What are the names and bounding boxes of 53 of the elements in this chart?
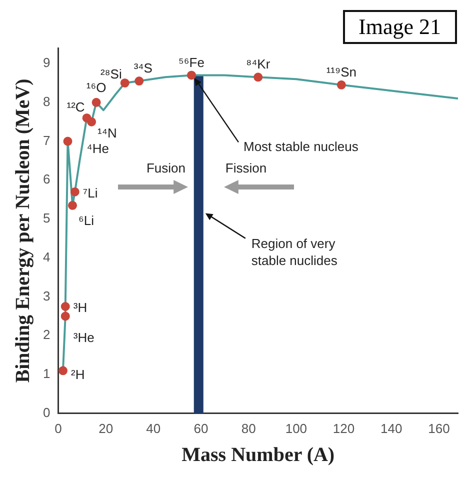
x-tick-label: 160: [428, 420, 450, 436]
point: [254, 72, 263, 82]
point: [186, 70, 196, 80]
y-tick-label: 7: [42, 132, 50, 148]
point: [92, 98, 101, 107]
annotation: ¹²C: [66, 100, 85, 115]
text: Image 21: [342, 10, 457, 44]
band-label: Region of very stable nuclides: [251, 236, 338, 268]
annotation: ⁵⁶Fe: [178, 54, 204, 70]
x-tick-label: 60: [194, 420, 208, 436]
x-tick-label: 120: [332, 420, 355, 436]
annotation: Fission: [225, 160, 267, 176]
x-tick-label: 20: [98, 420, 114, 436]
annotation: ³He: [73, 330, 94, 345]
annotation: ³H: [73, 300, 88, 316]
point: [63, 136, 72, 146]
point: [87, 117, 96, 126]
y-tick-label: 3: [42, 288, 50, 304]
x-axis-title: Mass Number (A): [182, 444, 335, 466]
point: [120, 78, 130, 88]
y-tick-label: 5: [42, 210, 50, 226]
y-tick-label: 9: [42, 55, 50, 70]
annotation: ⁴He: [86, 140, 109, 156]
point: [336, 80, 346, 90]
x-tick-label: 0: [54, 420, 62, 436]
point: [60, 302, 70, 311]
annotation: ⁷Li: [82, 185, 98, 200]
y-tick-label: 8: [42, 94, 50, 109]
annotation: ¹⁴N: [98, 125, 117, 140]
annotation: ¹¹⁹Sn: [326, 64, 356, 80]
annotation: ²H: [70, 367, 85, 382]
annotation: ⁶Li: [78, 213, 94, 228]
y-tick-label: 2: [42, 327, 50, 342]
y-tick-label: 4: [42, 249, 50, 264]
x-tick-label: 100: [285, 420, 308, 436]
x-tick-label: 140: [380, 420, 402, 436]
y-tick-label: 0: [42, 404, 50, 420]
x-tick-label: 40: [146, 420, 161, 436]
annotation: ³⁴S: [134, 60, 153, 76]
y-tick-label: 1: [42, 366, 50, 382]
y-tick-label: 6: [42, 172, 50, 187]
point: [58, 366, 68, 376]
point: [68, 200, 78, 210]
point: [70, 187, 80, 196]
point: [60, 312, 70, 321]
y-axis-title: Binding Energy per Nucleon (MeV): [12, 78, 34, 383]
annotation: Fusion: [146, 160, 186, 176]
x-tick-label: 80: [241, 420, 256, 436]
annotation: ²⁸Si: [100, 66, 122, 82]
annotation: Most stable nucleus: [243, 138, 359, 154]
annotation: ⁸⁴Kr: [246, 56, 271, 72]
point: [134, 76, 144, 86]
annotation: ¹⁶O: [86, 80, 106, 95]
